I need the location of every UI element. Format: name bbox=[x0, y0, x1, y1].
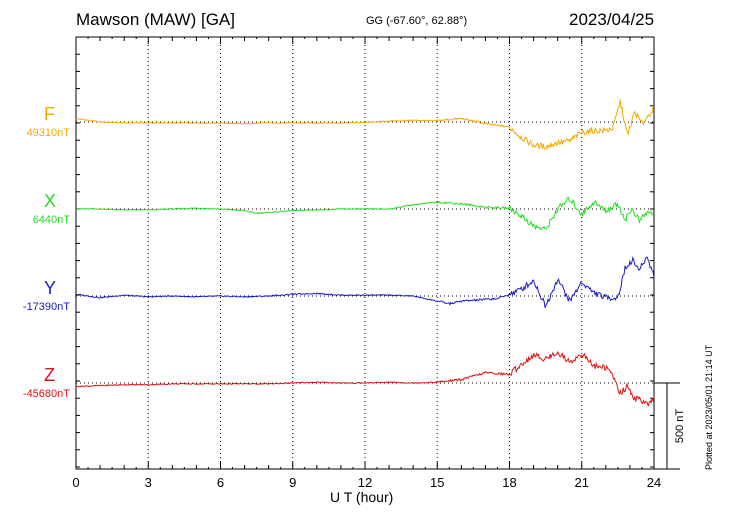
plotted-timestamp: Plotted at 2023/05/01 21:14 UT bbox=[704, 344, 714, 470]
station-title: Mawson (MAW) [GA] bbox=[76, 10, 235, 29]
trace-y bbox=[76, 256, 655, 308]
x-tick-label: 0 bbox=[72, 475, 79, 490]
trace-z bbox=[75, 350, 655, 407]
baseline-label-z: -45680nT bbox=[22, 388, 70, 400]
component-label-y: Y bbox=[44, 278, 57, 298]
x-tick-label: 6 bbox=[217, 475, 224, 490]
baseline-label-x: 6440nT bbox=[32, 214, 70, 226]
baseline-label-y: -17390nT bbox=[22, 301, 70, 313]
component-label-z: Z bbox=[44, 365, 55, 385]
x-tick-label: 24 bbox=[647, 475, 661, 490]
geographic-coordinates: GG (-67.60°, 62.88°) bbox=[366, 15, 468, 27]
x-tick-label: 15 bbox=[430, 475, 444, 490]
x-tick-label: 3 bbox=[145, 475, 152, 490]
component-label-f: F bbox=[44, 104, 55, 124]
x-tick-label: 21 bbox=[575, 475, 589, 490]
x-tick-label: 12 bbox=[358, 475, 372, 490]
component-label-x: X bbox=[44, 191, 57, 211]
x-tick-label: 18 bbox=[502, 475, 516, 490]
x-axis-label: U T (hour) bbox=[330, 489, 394, 505]
trace-f bbox=[75, 99, 655, 150]
x-tick-label: 9 bbox=[289, 475, 296, 490]
plot-date: 2023/04/25 bbox=[569, 10, 655, 29]
scale-bar-label: 500 nT bbox=[674, 409, 686, 444]
baseline-label-f: 49310nT bbox=[26, 127, 70, 139]
trace-x bbox=[75, 196, 655, 231]
